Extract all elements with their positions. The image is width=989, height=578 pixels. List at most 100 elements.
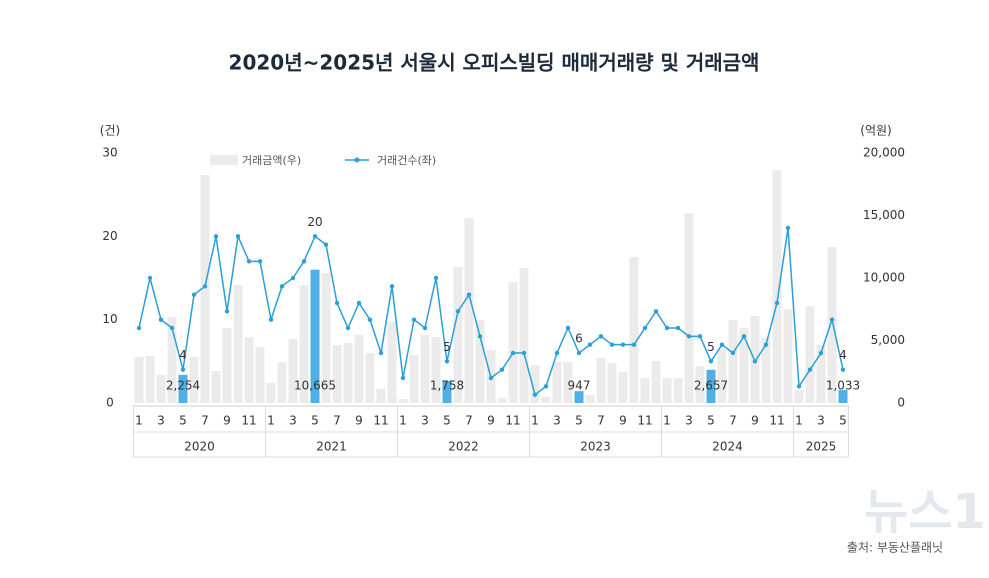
line-point xyxy=(323,242,329,247)
bar-value-label: 2,657 xyxy=(694,379,728,393)
line-point xyxy=(532,392,538,397)
bar xyxy=(640,378,650,403)
chart-title: 2020년~2025년 서울시 오피스빌딩 매매거래량 및 거래금액 xyxy=(229,51,760,75)
bar xyxy=(200,175,210,403)
bar xyxy=(805,306,815,403)
bar xyxy=(156,375,166,403)
line-point xyxy=(455,309,461,314)
x-tick-label: 5 xyxy=(443,414,451,428)
line-point xyxy=(488,375,494,381)
bar xyxy=(453,267,463,403)
line-point xyxy=(598,334,604,339)
line-point xyxy=(202,284,208,289)
y2-tick-label: 15,000 xyxy=(863,208,905,222)
bar xyxy=(178,374,188,403)
x-tick-label: 3 xyxy=(685,414,693,428)
line-point xyxy=(675,325,681,331)
bar xyxy=(552,362,562,403)
bar xyxy=(167,317,177,403)
year-label: 2025 xyxy=(806,440,837,454)
line-point xyxy=(378,350,384,356)
line-point xyxy=(774,300,780,306)
bar-value-label: 2,254 xyxy=(166,379,200,393)
x-tick-label: 5 xyxy=(575,414,583,428)
y2-tick-label: 0 xyxy=(897,396,905,410)
line-point xyxy=(444,359,450,364)
bar xyxy=(728,320,738,403)
x-tick-label: 1 xyxy=(267,414,275,428)
x-tick-label: 9 xyxy=(751,414,759,428)
x-tick-label: 3 xyxy=(817,414,825,428)
bar xyxy=(585,395,595,403)
bar xyxy=(772,170,782,403)
x-tick-label: 3 xyxy=(553,414,561,428)
line-value-label: 20 xyxy=(307,215,322,229)
line-point xyxy=(796,384,802,389)
bar xyxy=(706,369,716,403)
x-tick-label: 7 xyxy=(333,414,341,428)
bar xyxy=(827,247,837,403)
line-point xyxy=(708,359,714,364)
line-point xyxy=(235,234,241,239)
bar xyxy=(354,335,364,403)
bar xyxy=(398,399,408,403)
bar xyxy=(442,381,452,403)
bar xyxy=(277,362,287,403)
x-tick-label: 3 xyxy=(289,414,297,428)
y-unit: (건) xyxy=(100,124,120,138)
line-point xyxy=(741,334,747,339)
bar xyxy=(420,335,430,403)
year-label: 2024 xyxy=(712,440,743,454)
x-tick-label: 9 xyxy=(487,414,495,428)
line-point xyxy=(345,325,351,331)
bar-value-label: 1,033 xyxy=(826,379,860,393)
source: 출처: 부동산플래닛 xyxy=(847,541,943,555)
x-tick-label: 9 xyxy=(619,414,627,428)
bar xyxy=(409,355,419,403)
bar xyxy=(332,345,342,403)
y-tick-label: 30 xyxy=(102,146,117,160)
bar-value-label: 1,758 xyxy=(430,379,464,393)
line-point xyxy=(697,334,703,339)
line-point xyxy=(136,325,142,331)
line-point xyxy=(147,275,153,281)
bar xyxy=(189,357,199,403)
line-value-label: 5 xyxy=(443,340,451,354)
line-point xyxy=(477,334,483,339)
line-point xyxy=(521,350,527,356)
bar xyxy=(233,285,243,403)
line-point xyxy=(840,367,846,372)
line-point xyxy=(224,309,230,314)
line-point xyxy=(829,317,835,322)
y-tick-label: 10 xyxy=(102,312,117,326)
bar xyxy=(761,338,771,403)
bar xyxy=(783,309,793,403)
line-point xyxy=(191,292,197,297)
line-point xyxy=(576,350,582,356)
line-point xyxy=(686,334,692,339)
line-point xyxy=(587,342,593,347)
bar xyxy=(211,371,221,403)
bar xyxy=(145,356,155,403)
y2-unit: (억원) xyxy=(860,124,891,138)
bar xyxy=(497,398,507,403)
bar xyxy=(255,347,265,403)
line-point xyxy=(312,234,318,239)
line-point xyxy=(653,309,659,314)
line-point xyxy=(664,325,670,331)
y2-tick-label: 5,000 xyxy=(871,333,905,347)
x-tick-label: 11 xyxy=(373,414,388,428)
bar xyxy=(541,397,551,403)
bar xyxy=(288,339,298,403)
line-point xyxy=(301,259,307,264)
x-tick-label: 7 xyxy=(201,414,209,428)
line-value-label: 4 xyxy=(839,348,847,362)
bar xyxy=(794,390,804,403)
bar xyxy=(244,337,254,403)
line-point xyxy=(719,342,725,347)
line-point xyxy=(389,284,395,289)
year-label: 2020 xyxy=(184,440,215,454)
line-point xyxy=(543,384,549,389)
bar xyxy=(739,328,749,403)
x-tick-label: 1 xyxy=(531,414,539,428)
